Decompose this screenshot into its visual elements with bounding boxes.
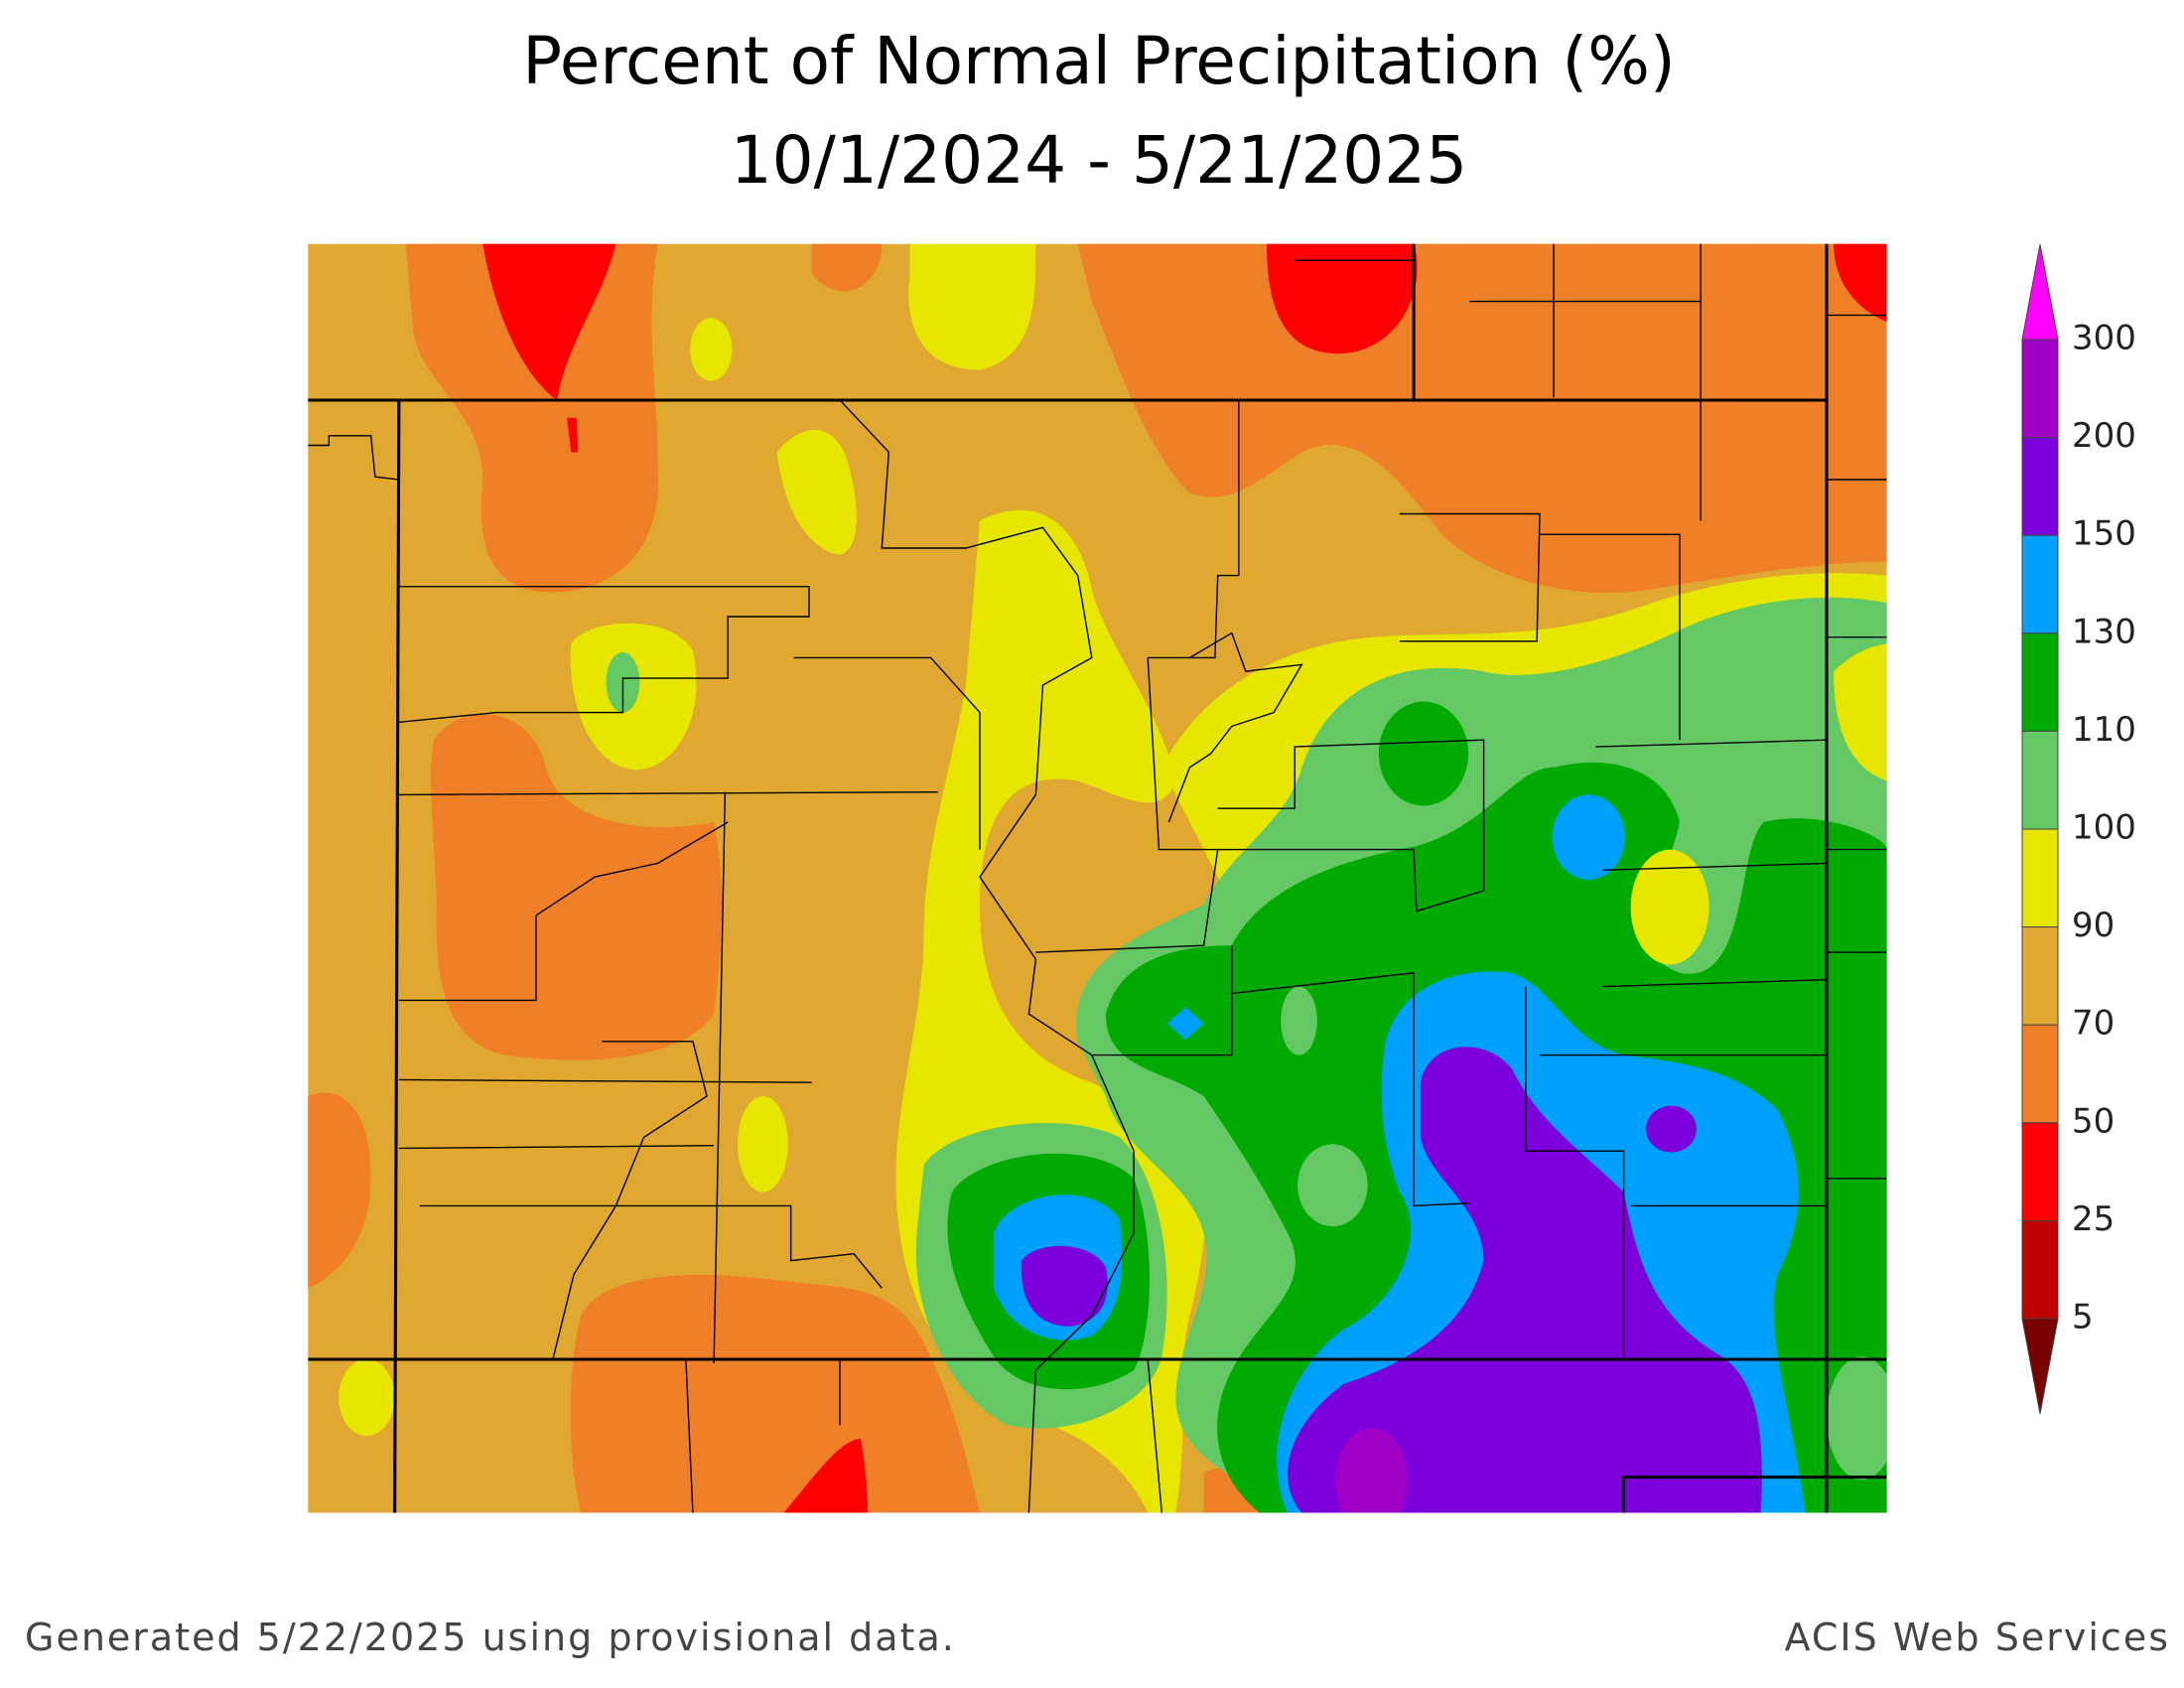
footer-right: ACIS Web Services — [1785, 1616, 2170, 1659]
legend-box — [2021, 730, 2059, 830]
map — [308, 243, 1887, 1513]
legend-box — [2021, 1024, 2059, 1124]
title-line: Percent of Normal Precipitation (%) — [522, 23, 1675, 99]
legend-label: 130 — [2072, 612, 2136, 651]
title-line: 10/1/2024 - 5/21/2025 — [731, 122, 1468, 199]
legend-box — [2021, 926, 2059, 1026]
legend-label: 70 — [2072, 1004, 2115, 1044]
legend-label: 5 — [2072, 1298, 2094, 1337]
legend-box — [2021, 633, 2059, 732]
legend-arrow-bottom — [2021, 1318, 2059, 1415]
legend: 300 200 150 130 110 100 90 70 50 25 5 — [2021, 243, 2136, 1415]
legend-label: 25 — [2072, 1199, 2115, 1239]
legend-arrow-top — [2021, 243, 2059, 341]
legend-label: 100 — [2072, 808, 2136, 848]
legend-box — [2021, 437, 2059, 536]
legend-box — [2021, 1122, 2059, 1221]
legend-box — [2021, 828, 2059, 928]
legend-box — [2021, 339, 2059, 439]
legend-box — [2021, 1219, 2059, 1320]
legend-box — [2021, 534, 2059, 634]
legend-label: 110 — [2072, 710, 2136, 750]
legend-label: 90 — [2072, 906, 2115, 945]
footer-left: Generated 5/22/2025 using provisional da… — [25, 1616, 956, 1659]
legend-label: 150 — [2072, 514, 2136, 554]
legend-label: 200 — [2072, 416, 2136, 456]
legend-label: 50 — [2072, 1101, 2115, 1141]
legend-label: 300 — [2072, 319, 2136, 358]
